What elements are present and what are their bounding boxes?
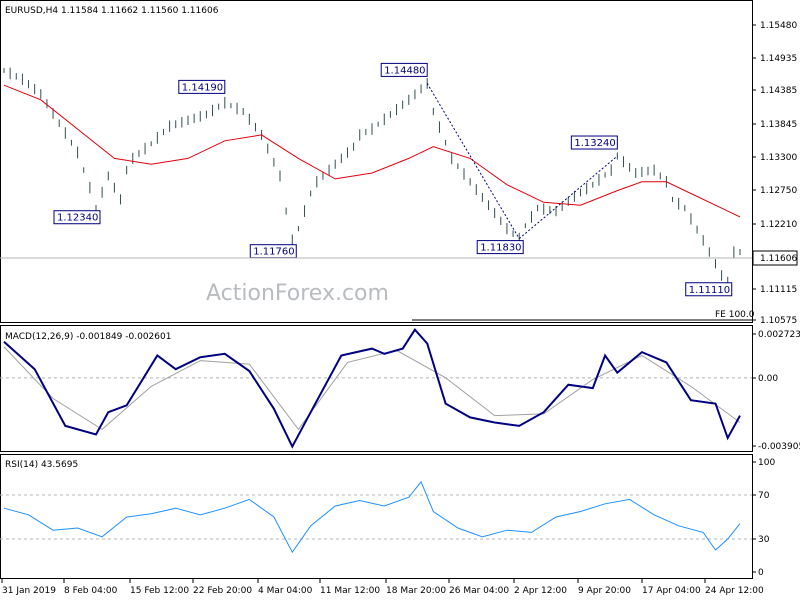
macd-panel-frame <box>0 325 753 452</box>
price-label-box-6 <box>685 282 733 297</box>
time-tick-label-2: 15 Feb 12:00 <box>130 586 189 596</box>
rsi-title: RSI(14) 43.5695 <box>5 460 78 470</box>
price-tick-label-6: 1.12210 <box>760 220 797 230</box>
price-panel-frame <box>0 0 753 323</box>
price-tick-label-5: 1.12750 <box>760 186 797 196</box>
chart-symbol-title: EURUSD,H4 1.11584 1.11662 1.11560 1.1160… <box>5 6 219 16</box>
price-label-box-0 <box>53 210 101 225</box>
price-label-6: 1.11110 <box>689 285 730 296</box>
price-panel: ActionForex.com 1.123401.141901.117601.1… <box>0 0 798 326</box>
watermark: ActionForex.com <box>206 281 389 306</box>
price-axis: 1.15480 1.14935 1.14385 1.13845 1.13300 1.127… <box>0 21 798 326</box>
macd-axis: 0.002723 0.00 -0.003905 <box>752 330 800 452</box>
rsi-axis: 100 70 30 0 <box>752 458 775 578</box>
price-tick-label-7: 1.11606 <box>760 254 797 264</box>
macd-title: MACD(12,26,9) -0.001849 -0.002601 <box>5 332 171 342</box>
trend-line-1 <box>518 155 618 239</box>
rsi-tick-label-3: 0 <box>758 568 764 578</box>
time-tick-label-7: 26 Mar 04:00 <box>449 586 509 596</box>
current-price-box <box>752 250 798 266</box>
time-tick-label-9: 9 Apr 20:00 <box>578 586 631 596</box>
time-tick-label-4: 4 Mar 04:00 <box>258 586 313 596</box>
price-label-3: 1.14480 <box>384 65 425 76</box>
price-tick-label-4: 1.13300 <box>760 153 797 163</box>
rsi-tick-label-1: 70 <box>758 491 770 501</box>
rsi-panel: RSI(14) 43.5695 100 70 30 0 <box>0 454 775 579</box>
time-tick-label-6: 18 Mar 20:00 <box>386 586 446 596</box>
price-label-4: 1.11830 <box>480 243 521 254</box>
rsi-level-lines <box>0 494 752 540</box>
time-tick-label-0: 31 Jan 2019 <box>2 586 56 596</box>
time-axis: 31 Jan 2019 8 Feb 04:00 15 Feb 12:00 22 Feb… <box>1 579 764 596</box>
time-tick-label-10: 17 Apr 04:00 <box>642 586 701 596</box>
price-label-5: 1.13240 <box>574 138 615 149</box>
price-label-1: 1.14190 <box>182 82 223 93</box>
price-label-0: 1.12340 <box>57 213 98 224</box>
price-label-box-3 <box>380 62 428 77</box>
price-label-box-4 <box>476 240 524 255</box>
price-label-box-5 <box>570 135 618 150</box>
time-tick-label-5: 11 Mar 12:00 <box>320 586 380 596</box>
time-tick-label-3: 22 Feb 20:00 <box>193 586 252 596</box>
price-label-box-1 <box>178 79 226 94</box>
price-tick-label-1: 1.14935 <box>760 54 797 64</box>
macd-signal-line <box>3 346 741 431</box>
moving-average-line <box>3 84 741 218</box>
rsi-line <box>3 480 741 554</box>
price-labels: 1.12340 1.14190 1.11760 1.14480 1.11830 1.132… <box>53 62 733 297</box>
rsi-tick-label-2: 30 <box>758 535 770 545</box>
price-bars <box>3 67 741 285</box>
macd-tick-label-0: 0.002723 <box>758 330 800 340</box>
time-tick-label-11: 24 Apr 12:00 <box>705 586 764 596</box>
trend-lines <box>426 83 618 239</box>
price-tick-label-9: 1.10575 <box>760 316 797 326</box>
macd-tick-label-2: -0.003905 <box>758 442 800 452</box>
rsi-tick-label-0: 100 <box>758 458 775 468</box>
price-label-2: 1.11760 <box>253 247 294 258</box>
macd-main-line <box>3 328 741 449</box>
fe-100-label: FE 100.0 <box>715 310 755 320</box>
price-tick-label-2: 1.14385 <box>760 86 797 96</box>
time-tick-label-8: 2 Apr 12:00 <box>514 586 567 596</box>
macd-panel: MACD(12,26,9) -0.001849 -0.002601 0.0027… <box>0 325 800 452</box>
rsi-panel-frame <box>0 454 753 579</box>
time-tick-label-1: 8 Feb 04:00 <box>64 586 118 596</box>
macd-tick-label-1: 0.00 <box>758 374 778 384</box>
price-tick-label-3: 1.13845 <box>760 120 797 130</box>
price-tick-label-8: 1.11115 <box>760 285 797 295</box>
price-tick-label-0: 1.15480 <box>760 21 797 31</box>
